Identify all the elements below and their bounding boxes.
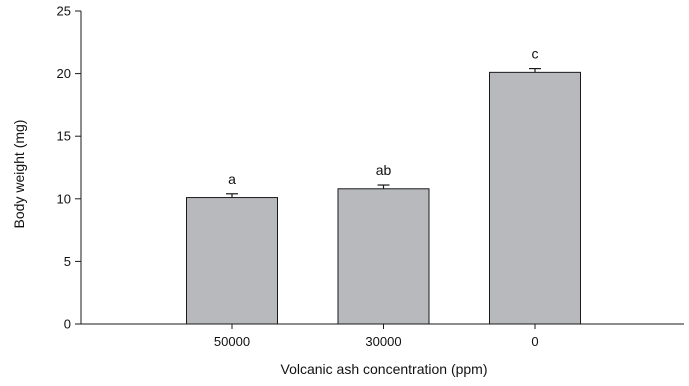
y-tick-label: 15 (57, 129, 71, 144)
significance-label: ab (376, 162, 392, 178)
y-tick-label: 5 (64, 254, 71, 269)
y-tick-label: 10 (57, 191, 71, 206)
y-axis: 0 5 10 15 20 25 (57, 4, 82, 332)
significance-label: a (228, 171, 236, 187)
significance-label: c (532, 46, 539, 62)
x-tick-label: 30000 (365, 334, 401, 349)
y-tick-label: 25 (57, 4, 71, 19)
x-axis-title: Volcanic ash concentration (ppm) (281, 361, 488, 377)
bars: a ab c (186, 46, 581, 325)
bar (186, 197, 278, 325)
y-tick-label: 20 (57, 66, 71, 81)
y-axis-title: Body weight (mg) (11, 120, 27, 229)
x-tick-label: 0 (531, 334, 538, 349)
x-axis: 50000 30000 0 (81, 323, 684, 349)
bar (337, 188, 430, 325)
bar (489, 71, 581, 325)
x-tick-label: 50000 (214, 334, 250, 349)
y-tick-label: 0 (64, 317, 71, 332)
